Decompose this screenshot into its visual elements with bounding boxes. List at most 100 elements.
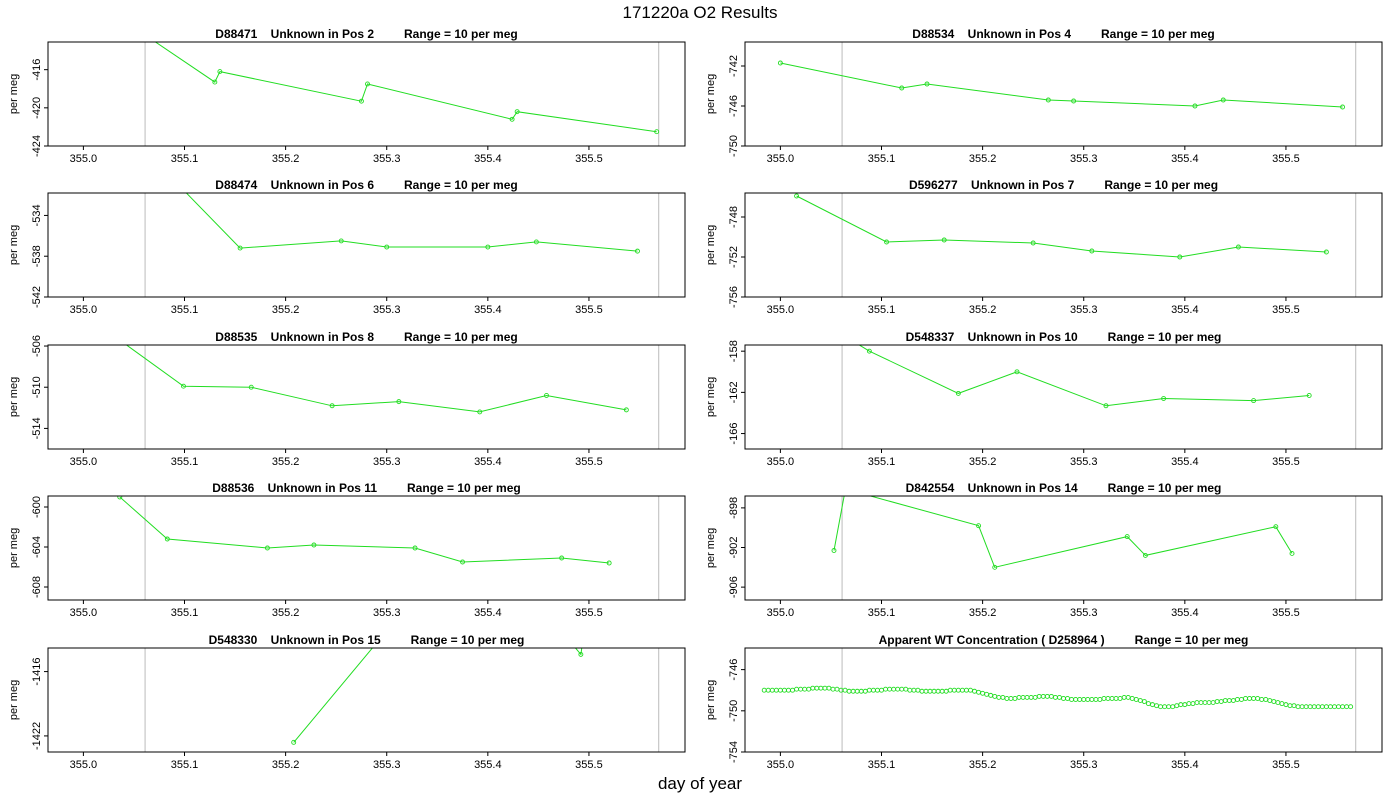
series-line <box>119 496 610 564</box>
data-point <box>907 687 913 693</box>
x-tick-label: 355.0 <box>767 607 795 619</box>
data-point <box>883 686 888 692</box>
data-point <box>1158 704 1164 710</box>
x-tick-label: 355.3 <box>1070 153 1098 165</box>
data-point <box>1044 693 1050 699</box>
y-tick-label: -608 <box>31 576 43 598</box>
data-point <box>1117 696 1123 701</box>
series-group <box>831 496 1295 570</box>
data-point <box>1097 697 1103 702</box>
x-tick-label: 355.3 <box>1070 607 1098 619</box>
y-tick-label: -506 <box>31 335 43 357</box>
data-point <box>773 687 779 693</box>
x-tick-label: 355.0 <box>767 456 795 468</box>
y-tick-label: -750 <box>728 135 740 157</box>
chart-panel: D88474 Unknown in Pos 6 Range = 10 per m… <box>8 179 686 316</box>
data-point <box>1279 701 1285 707</box>
data-point <box>818 685 824 691</box>
y-tick-label: -742 <box>728 55 740 77</box>
x-tick-label: 355.3 <box>1070 759 1098 771</box>
series-line <box>780 62 1343 108</box>
data-point <box>1202 700 1208 706</box>
x-tick-label: 355.2 <box>969 607 997 619</box>
y-tick-label: -756 <box>728 286 740 308</box>
data-point <box>1210 700 1216 706</box>
plot-frame <box>744 192 1383 298</box>
data-point <box>931 688 937 694</box>
x-tick-label: 355.3 <box>373 759 401 771</box>
data-point <box>1323 704 1329 710</box>
data-point <box>1182 702 1188 708</box>
data-point <box>1145 701 1151 707</box>
data-point <box>955 390 961 396</box>
plot-frame <box>744 647 1383 753</box>
x-tick-label: 355.0 <box>767 153 795 165</box>
x-tick-label: 355.4 <box>474 153 502 165</box>
y-tick-label: -514 <box>31 417 43 439</box>
data-point <box>1247 696 1252 701</box>
data-point <box>959 687 965 693</box>
y-tick-label: -166 <box>728 423 740 445</box>
data-point <box>861 496 865 497</box>
data-point <box>777 687 783 693</box>
data-point <box>830 686 836 692</box>
y-axis-label: per meg <box>8 74 20 114</box>
data-point <box>992 693 998 699</box>
x-tick-label: 355.3 <box>373 304 401 316</box>
data-point <box>810 685 816 691</box>
data-point <box>988 692 994 698</box>
data-point <box>365 81 370 87</box>
data-point <box>1085 697 1091 702</box>
x-tick-label: 355.5 <box>575 456 603 468</box>
x-tick-label: 355.2 <box>969 153 997 165</box>
data-point <box>1340 104 1346 110</box>
data-point <box>1198 700 1204 706</box>
data-point <box>1121 694 1127 700</box>
data-point <box>1348 704 1354 710</box>
data-point <box>850 688 856 694</box>
x-tick-label: 355.4 <box>1171 153 1199 165</box>
data-point <box>1036 693 1042 699</box>
data-point <box>924 81 930 87</box>
data-point <box>765 687 771 693</box>
x-tick-label: 355.0 <box>70 759 98 771</box>
x-tick-label: 355.3 <box>373 153 401 165</box>
data-point <box>915 687 921 693</box>
data-point <box>834 686 840 692</box>
x-tick-label: 355.4 <box>1171 456 1199 468</box>
data-point <box>1178 702 1184 708</box>
data-point <box>790 687 795 693</box>
data-point <box>1166 704 1172 710</box>
chart-panel: D596277 Unknown in Pos 7 Range = 10 per … <box>705 179 1383 316</box>
data-point <box>884 239 890 245</box>
y-tick-label: -420 <box>31 97 43 119</box>
data-point <box>1235 244 1241 250</box>
data-point <box>1101 696 1107 701</box>
data-point <box>923 688 929 694</box>
data-point <box>1218 699 1224 704</box>
chart-panel: D88471 Unknown in Pos 2 Range = 10 per m… <box>8 28 686 165</box>
y-tick-label: -600 <box>31 496 43 518</box>
data-point <box>1273 524 1279 530</box>
chart-panel: D548337 Unknown in Pos 10 Range = 10 per… <box>705 331 1383 468</box>
chart-title: D548337 Unknown in Pos 10 Range = 10 per… <box>906 331 1222 344</box>
x-tick-label: 355.0 <box>70 607 98 619</box>
data-point <box>1071 98 1077 104</box>
data-point <box>1061 696 1066 701</box>
series-group <box>291 648 584 745</box>
data-point <box>1287 703 1293 709</box>
data-point <box>814 685 820 691</box>
chart-panel: D842554 Unknown in Pos 14 Range = 10 per… <box>705 482 1383 619</box>
data-point <box>1323 249 1329 255</box>
data-point <box>1319 704 1325 710</box>
x-tick-label: 355.2 <box>272 153 300 165</box>
chart-title: D88536 Unknown in Pos 11 Range = 10 per … <box>212 482 520 495</box>
chart-title: D88474 Unknown in Pos 6 Range = 10 per m… <box>215 179 517 192</box>
data-point <box>1065 696 1070 701</box>
data-point <box>1220 97 1226 103</box>
data-point <box>509 116 515 122</box>
data-point <box>1251 696 1257 701</box>
data-point <box>1194 700 1200 706</box>
plot-frame <box>744 41 1383 147</box>
data-point <box>1073 697 1079 702</box>
